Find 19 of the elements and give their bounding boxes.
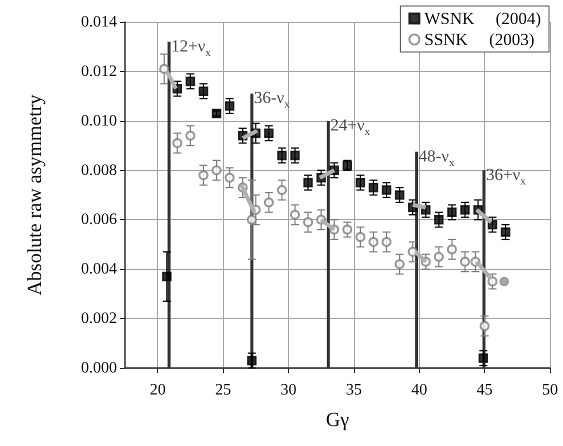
x-tick-label: 25 bbox=[215, 382, 232, 398]
legend-label: WSNK (2004) bbox=[424, 9, 542, 28]
y-tick-label: 0.012 bbox=[81, 62, 117, 80]
legend-label: SSNK (2003) bbox=[424, 30, 534, 49]
x-tick-label: 45 bbox=[476, 382, 493, 398]
x-axis-title: Gγ bbox=[326, 409, 350, 431]
y-tick-label: 0.010 bbox=[81, 112, 117, 130]
x-tick-label: 40 bbox=[411, 382, 428, 398]
x-tick-label: 20 bbox=[150, 382, 166, 398]
y-tick-label: 0.006 bbox=[81, 211, 117, 228]
y-tick-label: 0.014 bbox=[81, 14, 117, 30]
x-tick-label: 50 bbox=[542, 382, 558, 398]
x-tick-label: 35 bbox=[346, 382, 362, 398]
y-tick-label: 0.002 bbox=[81, 310, 117, 328]
y-tick-label: 0.004 bbox=[81, 260, 117, 278]
x-tick-label: 30 bbox=[280, 382, 296, 398]
y-tick-label: 0.008 bbox=[81, 162, 117, 179]
y-tick-label: 0.000 bbox=[81, 360, 117, 376]
y-axis-title: Absolute raw asymmetry bbox=[24, 94, 46, 296]
